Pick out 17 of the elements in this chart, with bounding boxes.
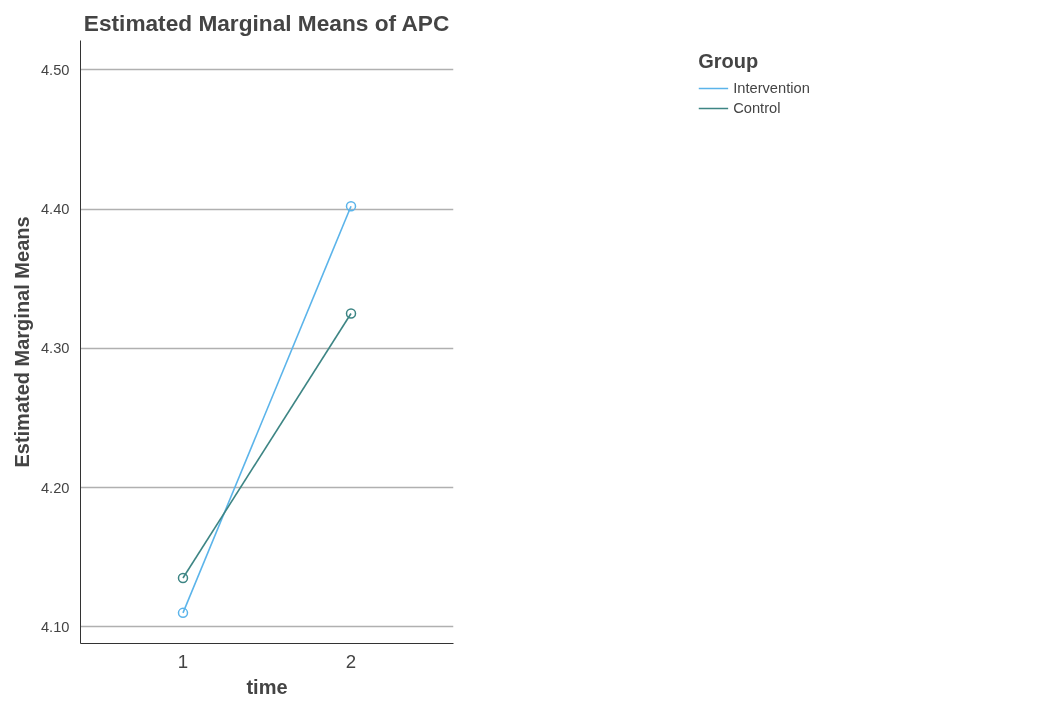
- y-tick-label: 4.20: [40, 479, 70, 496]
- point: [177, 607, 189, 619]
- point: [345, 308, 357, 319]
- x-tick-label: 1: [177, 650, 189, 672]
- chart-title: Estimated Marginal Means of APC: [83, 9, 450, 36]
- point: [177, 572, 189, 584]
- x-axis-title: time: [246, 675, 288, 698]
- x-tick-label: 2: [345, 650, 357, 672]
- legend-label: Control: [733, 100, 781, 116]
- point: [345, 200, 357, 212]
- y-tick-label: 4.30: [40, 340, 70, 357]
- legend-label: Intervention: [733, 80, 810, 96]
- y-tick-label: 4.10: [40, 618, 70, 635]
- y-axis-title: Estimated Marginal Means: [10, 216, 33, 468]
- legend-title: Group: [698, 50, 760, 73]
- y-tick-label: 4.50: [40, 61, 70, 78]
- y-tick-label: 4.40: [40, 201, 70, 218]
